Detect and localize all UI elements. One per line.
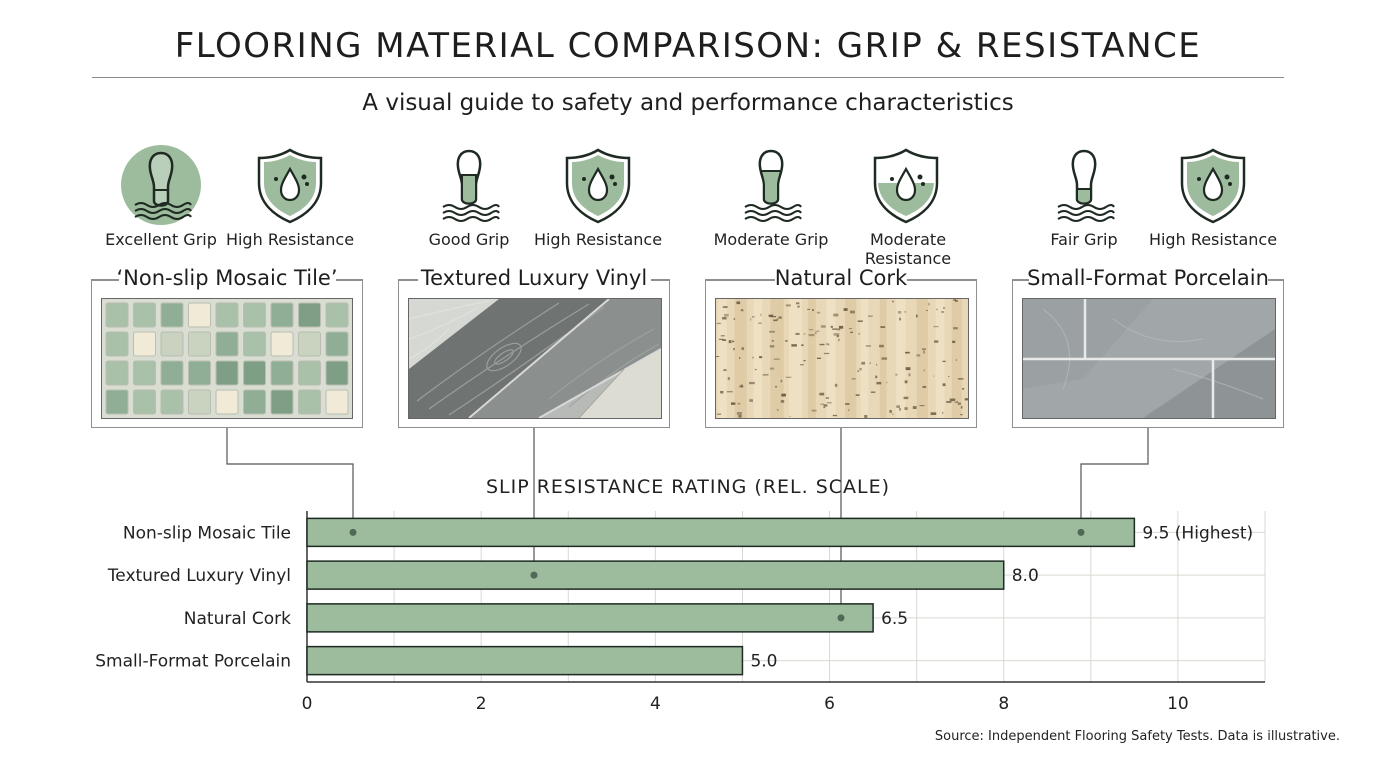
connector-line xyxy=(1080,428,1149,533)
bar xyxy=(306,603,874,633)
bar xyxy=(306,517,1136,548)
panel-border xyxy=(1012,279,1029,281)
resistance-label: High Resistance xyxy=(1148,230,1278,249)
source-note: Source: Independent Flooring Safety Test… xyxy=(934,729,1340,744)
resistance-label: High Resistance xyxy=(225,230,355,249)
material-name: Textured Luxury Vinyl xyxy=(420,266,648,290)
category-label: Small-Format Porcelain xyxy=(95,652,291,672)
x-tick-label: 4 xyxy=(650,694,661,714)
resistance-label: Moderate Resistance xyxy=(864,230,952,268)
vinyl-swatch xyxy=(408,298,662,419)
grip-label: Fair Grip xyxy=(1050,230,1118,249)
title-divider xyxy=(92,77,1284,78)
water-drop-shield-icon xyxy=(873,148,939,224)
connector-dot xyxy=(1077,528,1085,536)
material-name: Small-Format Porcelain xyxy=(1027,266,1269,290)
material-name: ‘Non-slip Mosaic Tile’ xyxy=(116,266,338,290)
data-label: 9.5 (Highest) xyxy=(1142,523,1253,543)
boot-print-icon xyxy=(442,149,500,222)
bar xyxy=(306,645,744,676)
panel-border xyxy=(1268,279,1284,281)
panel-border xyxy=(336,279,363,281)
grip-label: Good Grip xyxy=(428,230,510,249)
boot-print-icon xyxy=(121,145,201,225)
water-drop-shield-icon xyxy=(257,148,323,224)
material-name: Natural Cork xyxy=(774,266,908,290)
material-panel xyxy=(1012,279,1284,428)
material-panel xyxy=(705,279,977,428)
boot-print-icon xyxy=(744,149,802,222)
page-subtitle: A visual guide to safety and performance… xyxy=(362,90,1014,116)
panel-border xyxy=(398,279,418,281)
data-label: 8.0 xyxy=(1012,566,1039,586)
resistance-label: High Resistance xyxy=(533,230,663,249)
grip-label: Moderate Grip xyxy=(713,230,829,249)
water-drop-shield-icon xyxy=(1180,148,1246,224)
panel-border xyxy=(91,279,119,281)
grip-label: Excellent Grip xyxy=(105,230,217,249)
x-tick-label: 10 xyxy=(1167,694,1189,714)
x-tick-label: 8 xyxy=(998,694,1009,714)
x-tick-label: 6 xyxy=(824,694,835,714)
panel-border xyxy=(907,279,977,281)
boot-print-icon xyxy=(1057,149,1115,222)
connector-line xyxy=(226,428,354,533)
cork-swatch xyxy=(715,298,969,419)
category-label: Non-slip Mosaic Tile xyxy=(123,523,291,543)
material-panel xyxy=(91,279,363,428)
bar xyxy=(306,560,1005,590)
panel-border xyxy=(705,279,775,281)
connector-dot xyxy=(530,571,538,579)
x-tick-label: 2 xyxy=(476,694,487,714)
page-title: FLOORING MATERIAL COMPARISON: GRIP & RES… xyxy=(174,26,1202,66)
category-label: Natural Cork xyxy=(184,609,291,629)
mosaic-tile-swatch xyxy=(101,298,353,419)
material-panel xyxy=(398,279,670,428)
porcelain-swatch xyxy=(1022,298,1276,419)
chart-title: SLIP RESISTANCE RATING (REL. SCALE) xyxy=(485,476,891,498)
category-label: Textured Luxury Vinyl xyxy=(107,566,291,586)
connector-dot xyxy=(349,528,357,536)
data-label: 6.5 xyxy=(881,609,908,629)
connector-dot xyxy=(837,614,845,622)
data-label: 5.0 xyxy=(750,652,777,672)
water-drop-shield-icon xyxy=(565,148,631,224)
x-tick-label: 0 xyxy=(302,694,313,714)
panel-border xyxy=(651,279,670,281)
